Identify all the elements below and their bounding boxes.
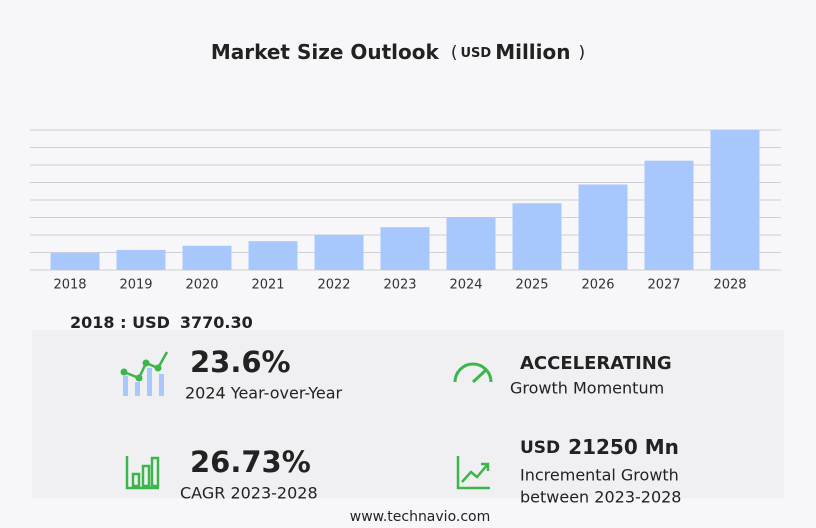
bar <box>710 130 760 270</box>
yoy-label: 2024 Year-over-Year <box>185 384 343 403</box>
x-tick-label: 2028 <box>713 278 746 293</box>
bar <box>578 184 628 270</box>
currency: USD <box>460 46 491 61</box>
bar <box>314 234 364 270</box>
bar <box>248 241 298 270</box>
x-tick-label: 2024 <box>449 278 482 293</box>
growth-icon <box>456 456 490 490</box>
base-value: 3770.30 <box>180 313 253 332</box>
x-tick-label: 2019 <box>119 278 152 293</box>
x-tick-label: 2018 <box>53 278 86 293</box>
footer: www.technavio.com <box>350 509 491 525</box>
chart-title: Market Size Outlook (USD Million) <box>211 40 585 64</box>
bar <box>116 249 166 270</box>
yoy-icon <box>120 351 169 396</box>
x-tick-label: 2022 <box>317 278 350 293</box>
increment-value: USD 21250 Mn <box>520 435 679 459</box>
cagr-value: 26.73% <box>190 445 311 479</box>
increment-prefix: USD <box>520 438 560 458</box>
increment-amount: 21250 Mn <box>568 435 679 459</box>
increment-label: Incremental Growth <box>520 466 679 485</box>
bar <box>644 160 694 270</box>
x-tick-label: 2020 <box>185 278 218 293</box>
momentum-label: Growth Momentum <box>510 379 664 398</box>
increment-label-2: between 2023-2028 <box>520 488 681 507</box>
bar <box>446 217 496 270</box>
title: Market Size Outlook <box>211 40 440 64</box>
x-tick-label: 2023 <box>383 278 416 293</box>
bar <box>50 252 100 270</box>
momentum-icon <box>453 362 493 384</box>
cagr-label: CAGR 2023-2028 <box>180 484 318 503</box>
momentum-value: ACCELERATING <box>520 353 672 374</box>
x-tick-label: 2026 <box>581 278 614 293</box>
bar <box>512 203 562 270</box>
unit-open: ( <box>451 43 458 63</box>
x-tick-label: 2027 <box>647 278 680 293</box>
bar <box>182 245 232 270</box>
yoy-value: 23.6% <box>190 345 291 379</box>
bar <box>380 227 430 270</box>
unit-close: ) <box>579 43 586 63</box>
unit: Million <box>495 40 570 64</box>
x-tick-label: 2025 <box>515 278 548 293</box>
base-year: 2018 : USD 3770.30 <box>70 313 253 332</box>
base-label: 2018 : USD <box>70 313 170 332</box>
x-tick-label: 2021 <box>251 278 284 293</box>
plot: 2018 2019 2020 2021 2022 2023 2024 2025 2026 2027… <box>30 129 781 293</box>
cagr-icon <box>125 456 160 490</box>
